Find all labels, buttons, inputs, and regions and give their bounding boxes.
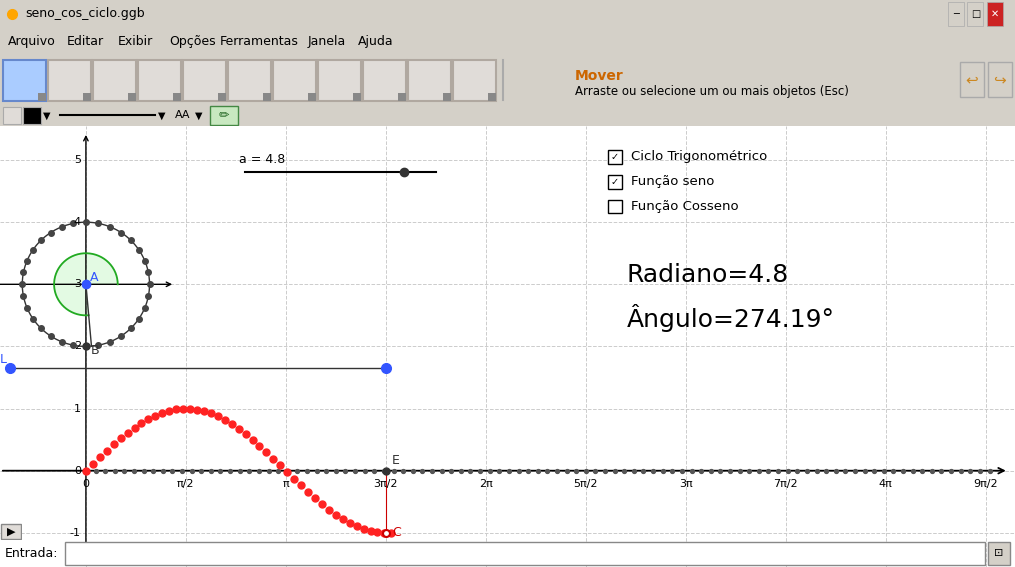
Text: ⊡: ⊡: [995, 548, 1004, 558]
Bar: [38, 93, 46, 101]
Text: 2π: 2π: [479, 479, 492, 489]
Text: Função seno: Função seno: [631, 175, 715, 188]
Text: B: B: [90, 344, 99, 357]
Text: a = 4.8: a = 4.8: [239, 153, 285, 166]
Bar: [93, 60, 136, 101]
Text: 5: 5: [74, 155, 81, 165]
Text: ✕: ✕: [991, 9, 999, 19]
Text: Radiano=4.8: Radiano=4.8: [627, 263, 789, 287]
Text: 4π: 4π: [879, 479, 892, 489]
Bar: [318, 60, 361, 101]
Text: ─: ─: [953, 9, 959, 19]
Text: 1: 1: [74, 404, 81, 413]
Bar: [263, 93, 271, 101]
Bar: [408, 60, 451, 101]
Text: □: □: [970, 9, 980, 19]
Text: Mover: Mover: [576, 69, 624, 83]
Bar: [23, 107, 41, 124]
Text: C: C: [392, 526, 401, 539]
Text: 9π/2: 9π/2: [973, 479, 998, 489]
Bar: [608, 200, 622, 214]
Bar: [948, 2, 964, 26]
Bar: [398, 93, 406, 101]
Text: 3π: 3π: [679, 479, 692, 489]
Text: 7π/2: 7π/2: [773, 479, 798, 489]
Text: π/2: π/2: [178, 479, 195, 489]
Text: Arquivo: Arquivo: [8, 35, 56, 48]
Text: Ciclo Trigonométrico: Ciclo Trigonométrico: [631, 150, 767, 163]
Text: ▶: ▶: [7, 526, 15, 536]
Bar: [353, 93, 361, 101]
Bar: [48, 60, 91, 101]
Text: ✓: ✓: [611, 177, 619, 187]
Text: A: A: [89, 270, 98, 284]
Text: Entrada:: Entrada:: [5, 547, 59, 560]
Text: L: L: [0, 353, 6, 366]
Bar: [3, 60, 46, 101]
Text: π: π: [282, 479, 289, 489]
Bar: [210, 106, 238, 125]
Bar: [218, 93, 226, 101]
Text: 5π/2: 5π/2: [573, 479, 598, 489]
Text: Arraste ou selecione um ou mais objetos (Esc): Arraste ou selecione um ou mais objetos …: [576, 85, 849, 98]
Bar: [608, 150, 622, 164]
Bar: [608, 175, 622, 189]
Bar: [988, 62, 1012, 97]
Bar: [443, 93, 451, 101]
Text: AA: AA: [175, 111, 191, 120]
Text: 2: 2: [74, 341, 81, 352]
Bar: [363, 60, 406, 101]
Text: 3: 3: [74, 280, 81, 289]
Text: 3π/2: 3π/2: [374, 479, 398, 489]
Text: ↪: ↪: [994, 73, 1007, 88]
Text: Função Cosseno: Função Cosseno: [631, 200, 739, 213]
Text: 4: 4: [74, 217, 81, 227]
Bar: [988, 542, 1010, 565]
Text: ▼: ▼: [43, 111, 51, 120]
Text: -1: -1: [70, 528, 81, 538]
Text: Exibir: Exibir: [118, 35, 153, 48]
Text: Janela: Janela: [308, 35, 345, 48]
Bar: [987, 2, 1003, 26]
Text: ▼: ▼: [158, 111, 165, 120]
Bar: [273, 60, 316, 101]
Text: Ângulo=274.19°: Ângulo=274.19°: [627, 304, 834, 332]
Text: ↩: ↩: [965, 73, 978, 88]
Bar: [228, 60, 271, 101]
Bar: [128, 93, 136, 101]
Bar: [308, 93, 316, 101]
Bar: [65, 542, 985, 565]
Text: ✏: ✏: [219, 109, 229, 122]
Text: Ajuda: Ajuda: [358, 35, 394, 48]
Bar: [3, 107, 21, 124]
Text: seno_cos_ciclo.ggb: seno_cos_ciclo.ggb: [25, 7, 145, 20]
Text: 0: 0: [82, 479, 89, 489]
Bar: [83, 93, 91, 101]
Text: Editar: Editar: [66, 35, 104, 48]
Bar: [488, 93, 496, 101]
Bar: [453, 60, 496, 101]
Bar: [183, 60, 226, 101]
Text: Ferramentas: Ferramentas: [220, 35, 298, 48]
Text: ✓: ✓: [611, 152, 619, 162]
Bar: [960, 62, 984, 97]
Polygon shape: [54, 253, 118, 315]
Text: E: E: [392, 455, 400, 467]
Text: 0: 0: [74, 466, 81, 476]
Bar: [173, 93, 181, 101]
Text: Opções: Opções: [168, 35, 215, 48]
Bar: [967, 2, 984, 26]
Bar: [138, 60, 181, 101]
Text: ▼: ▼: [195, 111, 203, 120]
